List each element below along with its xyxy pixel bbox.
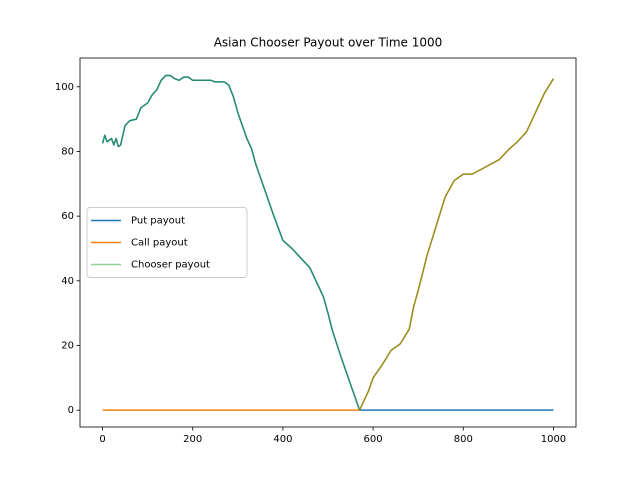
x-tick-label: 400	[273, 434, 292, 445]
y-tick-label: 0	[68, 405, 74, 416]
y-tick-label: 20	[61, 341, 74, 352]
legend-label: Call payout	[131, 238, 188, 249]
legend-box	[86, 207, 248, 278]
series-line	[101, 74, 555, 411]
x-tick-label: 600	[364, 434, 383, 445]
x-tick-label: 800	[454, 434, 473, 445]
legend-label: Chooser payout	[131, 260, 210, 271]
y-tick-label: 40	[61, 276, 74, 287]
x-tick-label: 200	[183, 434, 202, 445]
y-tick-label: 60	[61, 211, 74, 222]
y-tick-label: 100	[55, 82, 74, 93]
axes-frame	[79, 57, 577, 428]
legend-label: Put payout	[131, 216, 185, 227]
x-tick-label: 0	[99, 434, 105, 445]
y-tick-label: 80	[61, 146, 74, 157]
chart-title: Asian Chooser Payout over Time 1000	[214, 36, 443, 50]
x-tick-label: 1000	[541, 434, 566, 445]
